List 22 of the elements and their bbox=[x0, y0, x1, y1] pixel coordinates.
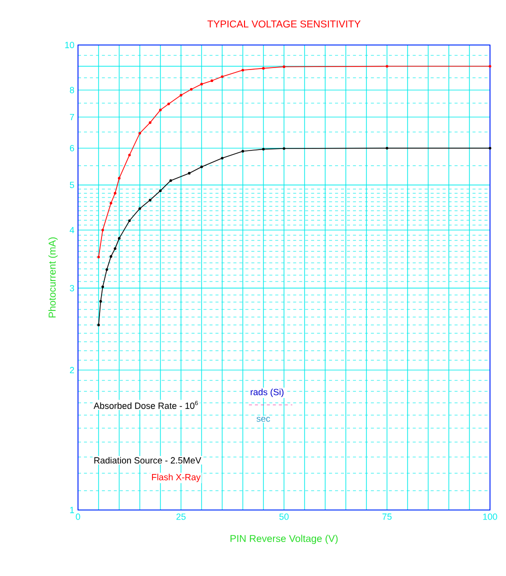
chart-title: TYPICAL VOLTAGE SENSITIVITY bbox=[207, 20, 361, 28]
annotation: sec bbox=[256, 416, 270, 422]
annotation: Absorbed Dose Rate - 10$^{6}$ bbox=[94, 400, 198, 409]
y-tick-label: 10 bbox=[65, 42, 74, 48]
annotation: Flash X-Ray bbox=[152, 474, 201, 482]
y-tick-label: 8 bbox=[70, 86, 74, 94]
y-tick-label: 5 bbox=[70, 182, 74, 188]
y-tick-label: 7 bbox=[70, 114, 74, 120]
annotation: rads (Si) bbox=[250, 388, 284, 397]
x-tick-label: 100 bbox=[483, 514, 498, 520]
y-tick-label: 6 bbox=[70, 144, 74, 152]
y-tick-label: 3 bbox=[70, 284, 74, 292]
y-tick-label: 4 bbox=[70, 226, 74, 234]
x-tick-label: 0 bbox=[76, 514, 80, 520]
x-tick-label: 25 bbox=[176, 514, 186, 520]
annotation: Radiation Source - 2.5MeV bbox=[94, 456, 202, 464]
x-tick-label: 50 bbox=[279, 514, 289, 520]
x-tick-label: 75 bbox=[382, 514, 392, 520]
y-tick-label: 1 bbox=[70, 506, 74, 514]
y-tick-label: 2 bbox=[70, 366, 74, 374]
y-axis-title: Photocurrent (mA) bbox=[48, 237, 58, 318]
x-axis-title: PIN Reverse Voltage (V) bbox=[230, 534, 338, 544]
